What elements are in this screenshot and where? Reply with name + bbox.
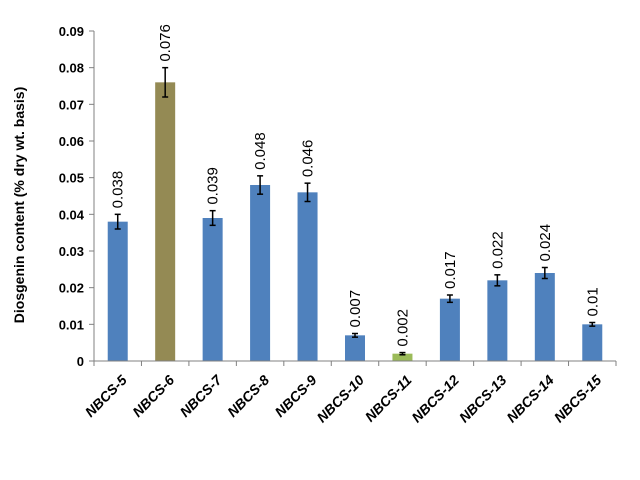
data-label: 0.007 [347, 290, 364, 328]
y-tick-label: 0.04 [59, 207, 85, 222]
x-category-label: NBCS-5 [82, 372, 130, 420]
y-tick-label: 0 [77, 354, 84, 369]
x-category-label: NBCS-6 [129, 372, 177, 420]
data-label: 0.01 [584, 287, 601, 316]
x-category-label: NBCS-7 [177, 371, 226, 420]
x-category-label: NBCS-11 [362, 372, 415, 425]
data-label: 0.022 [489, 231, 506, 269]
data-label: 0.039 [205, 167, 222, 205]
data-label: 0.076 [157, 24, 174, 62]
bar [250, 185, 271, 361]
y-tick-label: 0.07 [59, 97, 84, 112]
bar [487, 280, 508, 361]
y-tick-label: 0.09 [59, 24, 84, 39]
data-label: 0.024 [537, 224, 554, 262]
bar [392, 353, 413, 361]
bar [582, 324, 603, 361]
y-tick-label: 0.02 [59, 281, 84, 296]
bar [202, 218, 223, 361]
data-label: 0.002 [394, 309, 411, 347]
y-axis: 0 0.01 0.02 0.03 0.04 0.05 0.06 0.07 0.08 0.09 [59, 24, 95, 369]
x-category-label: NBCS-9 [271, 372, 319, 420]
bars: 0.038 0.076 0.039 0.048 0.046 0.007 0.002 0.017… [107, 24, 603, 361]
bar [345, 335, 365, 361]
bar [107, 221, 128, 361]
data-label: 0.046 [300, 140, 317, 178]
data-label: 0.048 [252, 132, 269, 170]
data-label: 0.017 [442, 251, 459, 289]
x-category-label: NBCS-14 [503, 372, 557, 426]
y-tick-label: 0.05 [59, 171, 84, 186]
y-tick-label: 0.01 [59, 317, 84, 332]
x-category-label: NBCS-15 [551, 372, 605, 426]
bar [534, 273, 555, 361]
x-category-label: NBCS-12 [408, 372, 462, 426]
data-label: 0.038 [110, 171, 127, 209]
x-category-label: NBCS-13 [456, 372, 510, 426]
bar [439, 298, 460, 361]
y-axis-label: Diosgenin content (% dry wt. basis) [11, 87, 27, 323]
y-tick-label: 0.03 [59, 244, 84, 259]
x-axis: NBCS-5 NBCS-6 NBCS-7 NBCS-8 NBCS-9NBCS-10NBC… [82, 360, 617, 426]
bar [297, 192, 318, 361]
x-category-label: NBCS-10 [313, 372, 367, 426]
bar [155, 82, 176, 361]
y-tick-label: 0.08 [59, 61, 84, 76]
y-tick-label: 0.06 [59, 134, 84, 149]
x-category-label: NBCS-8 [224, 372, 272, 420]
